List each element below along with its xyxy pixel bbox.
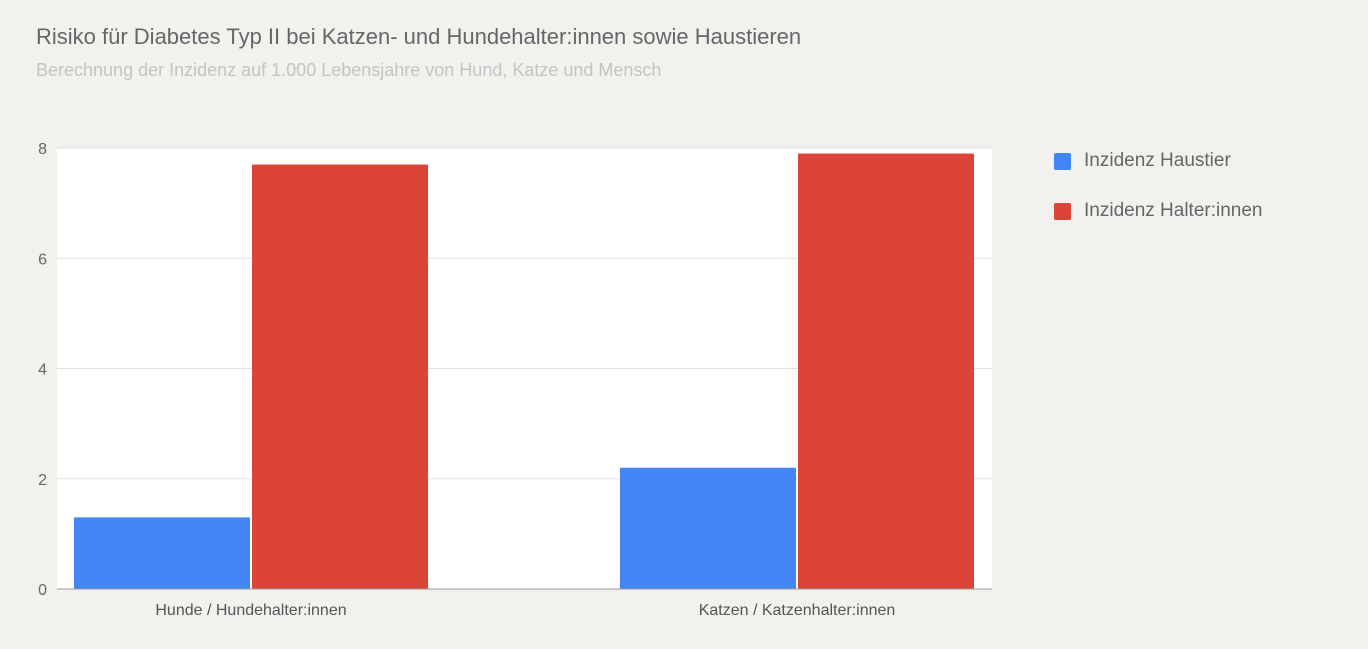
y-tick-label: 0 — [38, 582, 47, 599]
y-tick-label: 8 — [38, 141, 47, 158]
bar-halter — [798, 153, 974, 589]
y-tick-label: 4 — [38, 362, 47, 379]
y-tick-label: 2 — [38, 472, 47, 489]
chart-title: Risiko für Diabetes Typ II bei Katzen- u… — [36, 24, 802, 49]
bar-haustier — [74, 517, 250, 589]
y-tick-label: 6 — [38, 251, 47, 268]
bar-halter — [252, 164, 428, 589]
legend-label: Inzidenz Haustier — [1084, 150, 1231, 171]
legend-item-halter[interactable]: Inzidenz Halter:innen — [1054, 198, 1263, 224]
legend: Inzidenz Haustier Inzidenz Halter:innen — [1054, 148, 1263, 248]
bar-haustier — [620, 467, 796, 589]
x-tick-label: Hunde / Hundehalter:innen — [155, 602, 346, 619]
legend-swatch — [1054, 202, 1071, 220]
legend-label: Inzidenz Halter:innen — [1084, 200, 1263, 221]
chart-subtitle: Berechnung der Inzidenz auf 1.000 Lebens… — [36, 60, 662, 80]
legend-item-haustier[interactable]: Inzidenz Haustier — [1054, 148, 1263, 174]
legend-swatch — [1054, 152, 1071, 170]
x-tick-label: Katzen / Katzenhalter:innen — [699, 602, 896, 619]
